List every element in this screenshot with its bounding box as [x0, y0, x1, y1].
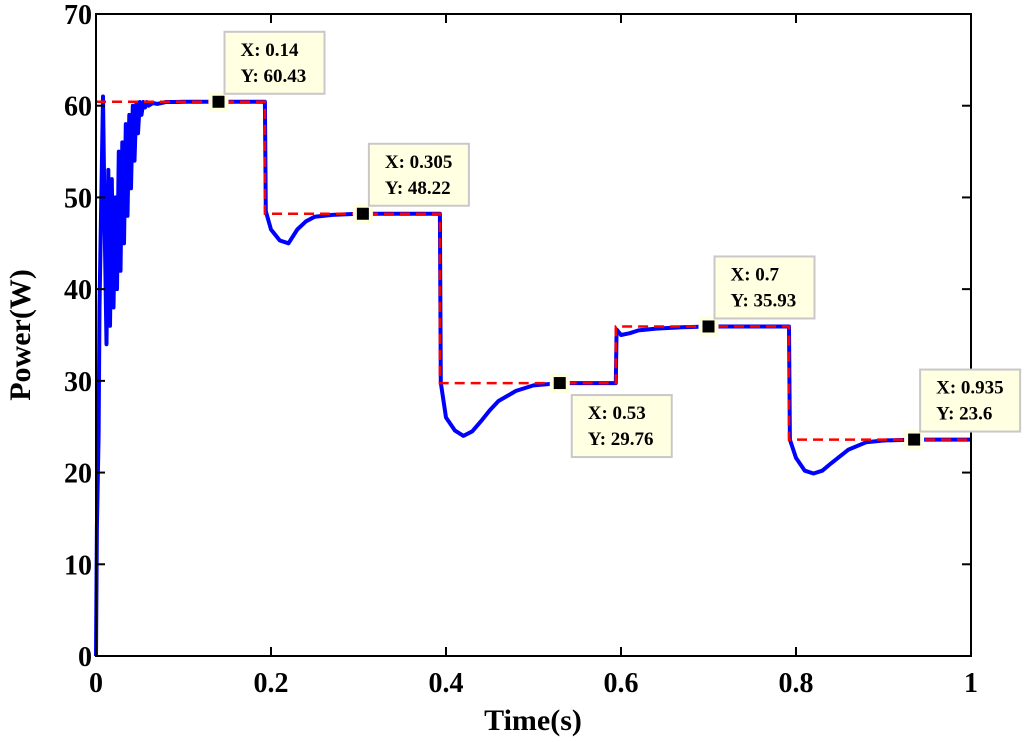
datatip-x-label: X: 0.7 — [731, 264, 780, 285]
datatip-y-label: Y: 23.6 — [936, 404, 992, 425]
datatip-box — [713, 255, 816, 320]
y-tick-label: 40 — [64, 275, 92, 306]
x-axis-label: Time(s) — [484, 704, 582, 737]
datatip-layer: X: 0.14 Y: 60.43 X: 0.305 Y: 48.22 X: 0.53 Y:… — [208, 30, 1022, 459]
x-tick-label: 0 — [89, 668, 103, 699]
datatip-box — [223, 30, 326, 95]
datatip-4[interactable]: X: 0.7 Y: 35.93 — [698, 255, 816, 337]
datatip-y-label: Y: 60.43 — [241, 66, 307, 87]
datatip-marker — [212, 95, 225, 108]
x-tick-label: 0.4 — [429, 668, 464, 699]
datatip-box — [919, 368, 1022, 433]
y-axis-label: Power(W) — [4, 269, 37, 401]
datatip-marker — [356, 207, 369, 220]
y-tick-label: 0 — [78, 642, 92, 673]
x-tick-label: 0.8 — [779, 668, 814, 699]
datatip-y-label: Y: 48.22 — [385, 178, 451, 199]
x-tick-label: 0.6 — [604, 668, 639, 699]
x-tick-label: 1 — [964, 668, 978, 699]
y-tick-label: 50 — [64, 183, 92, 214]
datatip-marker — [553, 377, 566, 390]
datatip-box — [570, 394, 673, 459]
datatip-marker — [702, 320, 715, 333]
datatip-5[interactable]: X: 0.935 Y: 23.6 — [904, 368, 1022, 450]
series-line-reference-power — [96, 100, 971, 441]
datatip-x-label: X: 0.305 — [385, 152, 453, 173]
plot-background — [96, 14, 971, 656]
datatip-2[interactable]: X: 0.305 Y: 48.22 — [352, 142, 470, 224]
datatip-x-label: X: 0.935 — [936, 378, 1004, 399]
datatip-x-label: X: 0.14 — [241, 40, 300, 61]
y-tick-label: 70 — [64, 0, 92, 31]
y-tick-label: 10 — [64, 550, 92, 581]
y-tick-label: 20 — [64, 459, 92, 490]
datatip-x-label: X: 0.53 — [588, 403, 646, 424]
datatip-y-label: Y: 35.93 — [731, 290, 797, 311]
plot-frame — [95, 13, 972, 657]
datatip-1[interactable]: X: 0.14 Y: 60.43 — [208, 30, 326, 112]
y-tick-label: 60 — [64, 92, 92, 123]
x-tick-label: 0.2 — [254, 668, 289, 699]
y-tick-label: 30 — [64, 367, 92, 398]
datatip-marker — [908, 433, 921, 446]
datatip-y-label: Y: 29.76 — [588, 429, 654, 450]
datatip-3[interactable]: X: 0.53 Y: 29.76 — [549, 373, 673, 459]
datatip-box — [367, 142, 470, 207]
